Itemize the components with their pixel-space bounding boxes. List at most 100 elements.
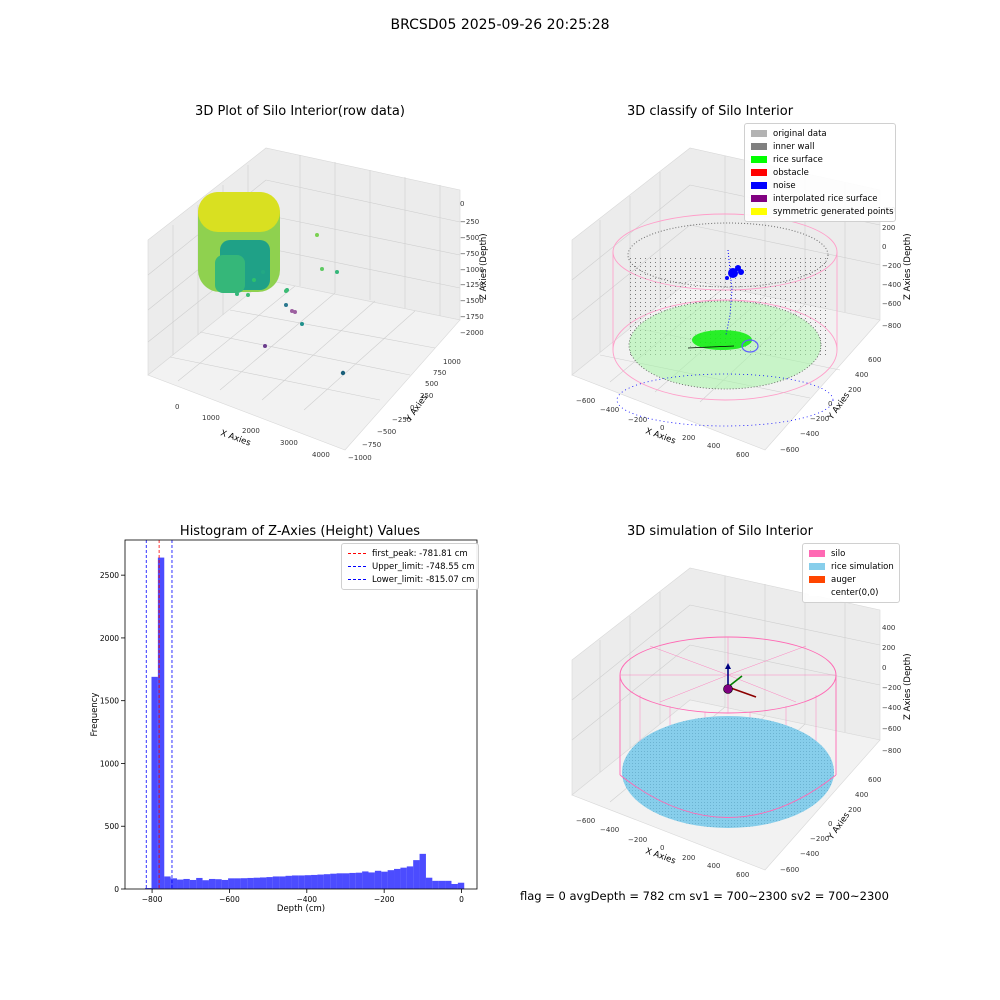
p1-ytick: 500 [425, 380, 438, 388]
histogram-frame [124, 539, 478, 890]
histogram-bar [413, 860, 420, 889]
p4-xtick: −200 [628, 836, 647, 844]
p4-ytick: −200 [810, 835, 829, 843]
histogram-xtick-label: −200 [374, 895, 395, 904]
histogram-bar [170, 878, 178, 889]
histogram-bar [240, 878, 248, 889]
legend-entry: noise [751, 179, 889, 192]
legend-entry: rice surface [751, 153, 889, 166]
histogram-xtick-label: −800 [142, 895, 163, 904]
legend-swatch [809, 550, 825, 557]
p2-xtick: −200 [628, 416, 647, 424]
legend-line [348, 579, 366, 580]
panel2-legend: original data inner wall rice surface ob… [744, 123, 896, 222]
legend-swatch [751, 208, 767, 215]
histogram-bar [151, 676, 158, 889]
p1-ylabel: Y Axies [404, 392, 431, 424]
histogram-bar [208, 878, 216, 889]
histogram-ytick-label: 1000 [100, 759, 119, 768]
legend-entry: first_peak: -781.81 cm [348, 547, 472, 560]
p2-xtick: 200 [682, 434, 695, 442]
histogram-bar [298, 875, 305, 889]
histogram-bar [183, 878, 190, 889]
p1-ytick: −500 [377, 428, 396, 436]
histogram-bar [253, 877, 260, 889]
p4-xtick: 0 [660, 844, 664, 852]
p1-ztick: −1750 [460, 313, 484, 321]
histogram-xlabel: Depth (cm) [277, 904, 325, 914]
histogram-ytick-label: 2500 [100, 571, 119, 580]
histogram-bar [234, 878, 241, 889]
status-line: flag = 0 avgDepth = 782 cm sv1 = 700~230… [520, 889, 889, 903]
p1-ytick: 1000 [443, 358, 461, 366]
histogram-bar [425, 877, 433, 889]
histogram-bar [362, 871, 369, 889]
p2-xtick: −600 [576, 397, 595, 405]
legend-entry: symmetric generated points [751, 205, 894, 218]
p1-ztick: −750 [460, 250, 479, 258]
legend-swatch [809, 576, 825, 583]
figure-title: BRCSD05 2025-09-26 20:25:28 [390, 17, 610, 33]
histogram-bar [381, 871, 388, 889]
p4-ztick: −400 [882, 704, 901, 712]
p4-xtick: −600 [576, 817, 595, 825]
legend-line [348, 566, 366, 567]
p2-ytick: 400 [855, 371, 868, 379]
legend-entry: original data [751, 127, 889, 140]
histogram-bar [202, 880, 209, 889]
p1-ytick: −1000 [348, 454, 372, 462]
p4-ytick: 0 [828, 820, 832, 828]
p2-ytick: 600 [868, 356, 881, 364]
histogram-xtick-label: −400 [296, 895, 317, 904]
legend-entry: Lower_limit: -815.07 cm [348, 573, 474, 586]
histogram-bar [342, 873, 350, 889]
panel1-3d-plot: 0 −250 −500 −750 −1000 −1250 −1500 −1750… [147, 147, 489, 462]
histogram-bar [349, 872, 356, 889]
histogram-bar [196, 877, 203, 889]
histogram-bar [189, 879, 197, 889]
legend-line [348, 553, 366, 554]
panel4-silo-simulation [619, 636, 837, 828]
histogram-bar [368, 872, 375, 889]
legend-swatch [751, 182, 767, 189]
legend-swatch [809, 563, 825, 570]
p2-ytick: 200 [848, 386, 861, 394]
panel4-title: 3D simulation of Silo Interior [627, 524, 813, 539]
histogram-bar [266, 877, 273, 889]
p1-ytick: 0 [410, 404, 414, 412]
p4-ztick: −600 [882, 725, 901, 733]
p2-xtick: −400 [600, 406, 619, 414]
legend-entry: Upper_limit: -748.55 cm [348, 560, 475, 573]
legend-entry: center(0,0) [809, 586, 893, 599]
p1-xtick: 2000 [242, 427, 260, 435]
legend-entry: rice simulation [809, 560, 894, 573]
histogram-bar [394, 868, 401, 889]
p1-ytick: 250 [420, 392, 433, 400]
legend-swatch [751, 169, 767, 176]
histogram-bar [355, 872, 363, 889]
p1-xtick: 3000 [280, 439, 298, 447]
histogram-ytick-label: 1500 [100, 697, 119, 706]
p1-ztick: −2000 [460, 329, 484, 337]
p4-xtick: 600 [736, 871, 749, 879]
p4-ytick: −600 [780, 866, 799, 874]
p1-ztick: 0 [460, 200, 464, 208]
p4-ztick: 0 [882, 664, 886, 672]
legend-entry: silo [809, 547, 893, 560]
p2-xtick: 400 [707, 442, 720, 450]
p4-ytick: 200 [848, 806, 861, 814]
legend-swatch [751, 130, 767, 137]
histogram-ytick-label: 0 [114, 885, 119, 894]
histogram-bar [311, 874, 318, 889]
histogram-bar [259, 877, 267, 889]
panel2-title: 3D classify of Silo Interior [626, 104, 794, 119]
p1-ztick: −1250 [460, 281, 484, 289]
legend-entry: auger [809, 573, 893, 586]
p2-ztick: −200 [882, 262, 901, 270]
histogram-bar [387, 870, 395, 889]
histogram-chart: −800 −600 −400 −200 0 0 500 1000 1500 2000 2500 Dep… [90, 539, 478, 914]
p1-ztick: −1500 [460, 297, 484, 305]
panel1-title: 3D Plot of Silo Interior(row data) [195, 104, 405, 119]
legend-swatch [809, 589, 825, 596]
p4-ztick: −800 [882, 747, 901, 755]
